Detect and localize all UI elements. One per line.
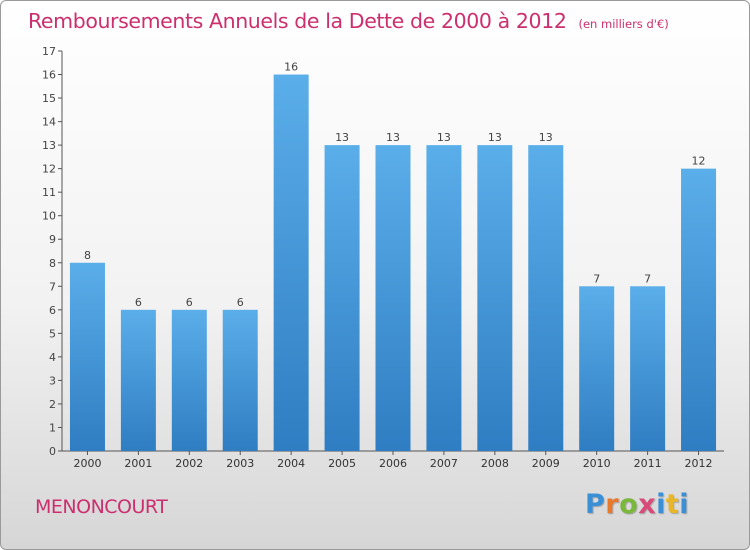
- x-tick-label: 2008: [481, 457, 509, 470]
- y-tick-label: 15: [42, 92, 56, 105]
- y-tick-label: 6: [49, 304, 56, 317]
- proxiti-logo: Proxiti: [585, 489, 690, 520]
- bar: [69, 262, 105, 451]
- y-tick-label: 17: [42, 45, 56, 58]
- y-tick-label: 13: [42, 139, 56, 152]
- y-tick-label: 8: [49, 257, 56, 270]
- y-tick-label: 12: [42, 163, 56, 176]
- bar: [579, 286, 615, 451]
- bar: [528, 145, 564, 451]
- x-tick-label: 2002: [175, 457, 203, 470]
- x-tick-label: 2010: [583, 457, 611, 470]
- y-tick-label: 16: [42, 69, 56, 82]
- chart-unit: (en milliers d'€): [578, 17, 669, 31]
- y-tick-label: 10: [42, 210, 56, 223]
- labels: 2000 8 2001 6 2002 6 2003 6 2004 16 2005 13 2006 13 20…: [73, 61, 712, 470]
- bar: [375, 145, 411, 451]
- bar: [477, 145, 513, 451]
- x-tick-label: 2007: [430, 457, 458, 470]
- y-tick-label: 7: [49, 280, 56, 293]
- y-tick-label: 4: [49, 351, 56, 364]
- data-label: 13: [386, 131, 400, 144]
- bars: [69, 74, 717, 451]
- y-tick-label: 2: [49, 398, 56, 411]
- data-label: 13: [437, 131, 451, 144]
- bar: [120, 309, 156, 451]
- commune-name: MENONCOURT: [35, 496, 168, 518]
- x-tick-label: 2003: [226, 457, 254, 470]
- y-tick-label: 14: [42, 116, 56, 129]
- bar: [426, 145, 462, 451]
- bar: [171, 309, 207, 451]
- bar: [630, 286, 666, 451]
- y-tick-label: 3: [49, 374, 56, 387]
- data-label: 7: [644, 272, 651, 285]
- y-tick-label: 11: [42, 186, 56, 199]
- y-tick-label: 1: [49, 421, 56, 434]
- x-tick-label: 2012: [685, 457, 713, 470]
- data-label: 6: [186, 296, 193, 309]
- data-label: 13: [539, 131, 553, 144]
- bar: [273, 74, 309, 451]
- x-tick-label: 2009: [532, 457, 560, 470]
- x-tick-label: 2000: [73, 457, 101, 470]
- chart-title-text: Remboursements Annuels de la Dette de 20…: [28, 9, 567, 33]
- y-tick-label: 9: [49, 233, 56, 246]
- bar: [681, 168, 717, 451]
- y-tick-label: 0: [49, 445, 56, 458]
- data-label: 16: [284, 61, 298, 74]
- data-label: 13: [335, 131, 349, 144]
- bar: [222, 309, 258, 451]
- y-tick-label: 5: [49, 327, 56, 340]
- x-tick-label: 2001: [124, 457, 152, 470]
- chart-title: Remboursements Annuels de la Dette de 20…: [28, 9, 669, 33]
- data-label: 8: [84, 249, 91, 262]
- data-label: 7: [593, 272, 600, 285]
- bar: [324, 145, 360, 451]
- x-tick-label: 2004: [277, 457, 305, 470]
- data-label: 6: [237, 296, 244, 309]
- data-label: 12: [692, 155, 706, 168]
- data-label: 13: [488, 131, 502, 144]
- x-tick-label: 2005: [328, 457, 356, 470]
- data-label: 6: [135, 296, 142, 309]
- x-tick-label: 2011: [634, 457, 662, 470]
- x-tick-label: 2006: [379, 457, 407, 470]
